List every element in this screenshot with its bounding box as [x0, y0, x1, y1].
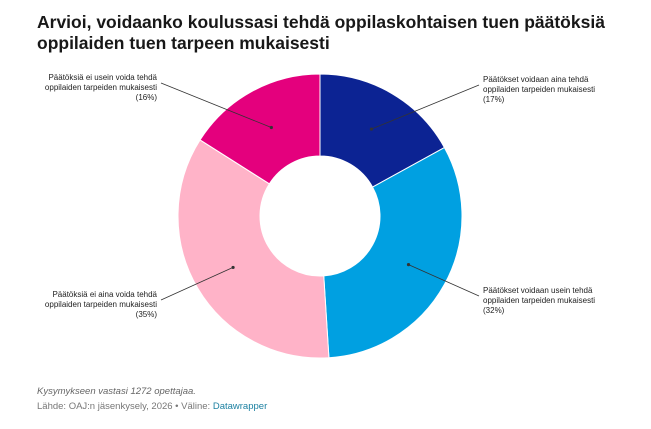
- slice-label: Päätökset voidaan aina tehdä oppilaiden t…: [483, 75, 595, 104]
- footer-note: Kysymykseen vastasi 1272 opettajaa.: [37, 386, 196, 397]
- donut-chart: Päätökset voidaan aina tehdä oppilaiden t…: [45, 73, 595, 359]
- slice-value-label: (16%): [136, 93, 158, 102]
- label-anchor-dot: [231, 265, 235, 270]
- slice-category-label: oppilaiden tarpeiden mukaisesti: [483, 85, 595, 94]
- datawrapper-link[interactable]: Datawrapper: [212, 401, 268, 412]
- donut-slice[interactable]: [199, 73, 321, 185]
- slice-label: Päätöksiä ei aina voida tehdä oppilaiden …: [45, 290, 158, 319]
- slice-category-label: Päätöksiä ei aina voida tehdä: [52, 290, 157, 299]
- slice-value-label: (17%): [483, 95, 505, 104]
- slice-label: Päätökset voidaan usein tehdä oppilaiden …: [483, 286, 595, 315]
- label-leader-line: [160, 267, 234, 301]
- label-anchor-dot: [406, 263, 411, 267]
- donut-slice[interactable]: [319, 73, 446, 188]
- slice-category-label: Päätökset voidaan aina tehdä: [483, 75, 589, 84]
- donut-slice[interactable]: [323, 146, 463, 359]
- chart-title: Arvioi, voidaanko koulussasi tehdä oppil…: [37, 12, 605, 53]
- label-leader-line: [408, 264, 480, 297]
- slice-value-label: (32%): [483, 306, 505, 315]
- donut-slice[interactable]: [177, 139, 330, 359]
- chart-footer: Kysymykseen vastasi 1272 opettajaa. Lähd…: [37, 384, 267, 414]
- footer-source: Lähde: OAJ:n jäsenkysely, 2026 • Väline:…: [37, 399, 267, 414]
- slice-label: Päätöksiä ei usein voida tehdä oppilaiden…: [45, 73, 158, 102]
- slice-category-label: oppilaiden tarpeiden mukaisesti: [483, 296, 595, 305]
- slice-value-label: (35%): [136, 310, 158, 319]
- slice-category-label: Päätökset voidaan usein tehdä: [483, 286, 593, 295]
- label-leader-line: [160, 82, 272, 128]
- label-anchor-dot: [269, 125, 273, 130]
- slice-category-label: Päätöksiä ei usein voida tehdä: [48, 73, 157, 82]
- slice-category-label: oppilaiden tarpeiden mukaisesti: [45, 83, 157, 92]
- label-anchor-dot: [369, 127, 374, 131]
- slice-category-label: oppilaiden tarpeiden mukaisesti: [45, 300, 157, 309]
- source-text: Lähde: OAJ:n jäsenkysely, 2026 • Väline:: [37, 401, 213, 412]
- label-leader-line: [371, 84, 480, 130]
